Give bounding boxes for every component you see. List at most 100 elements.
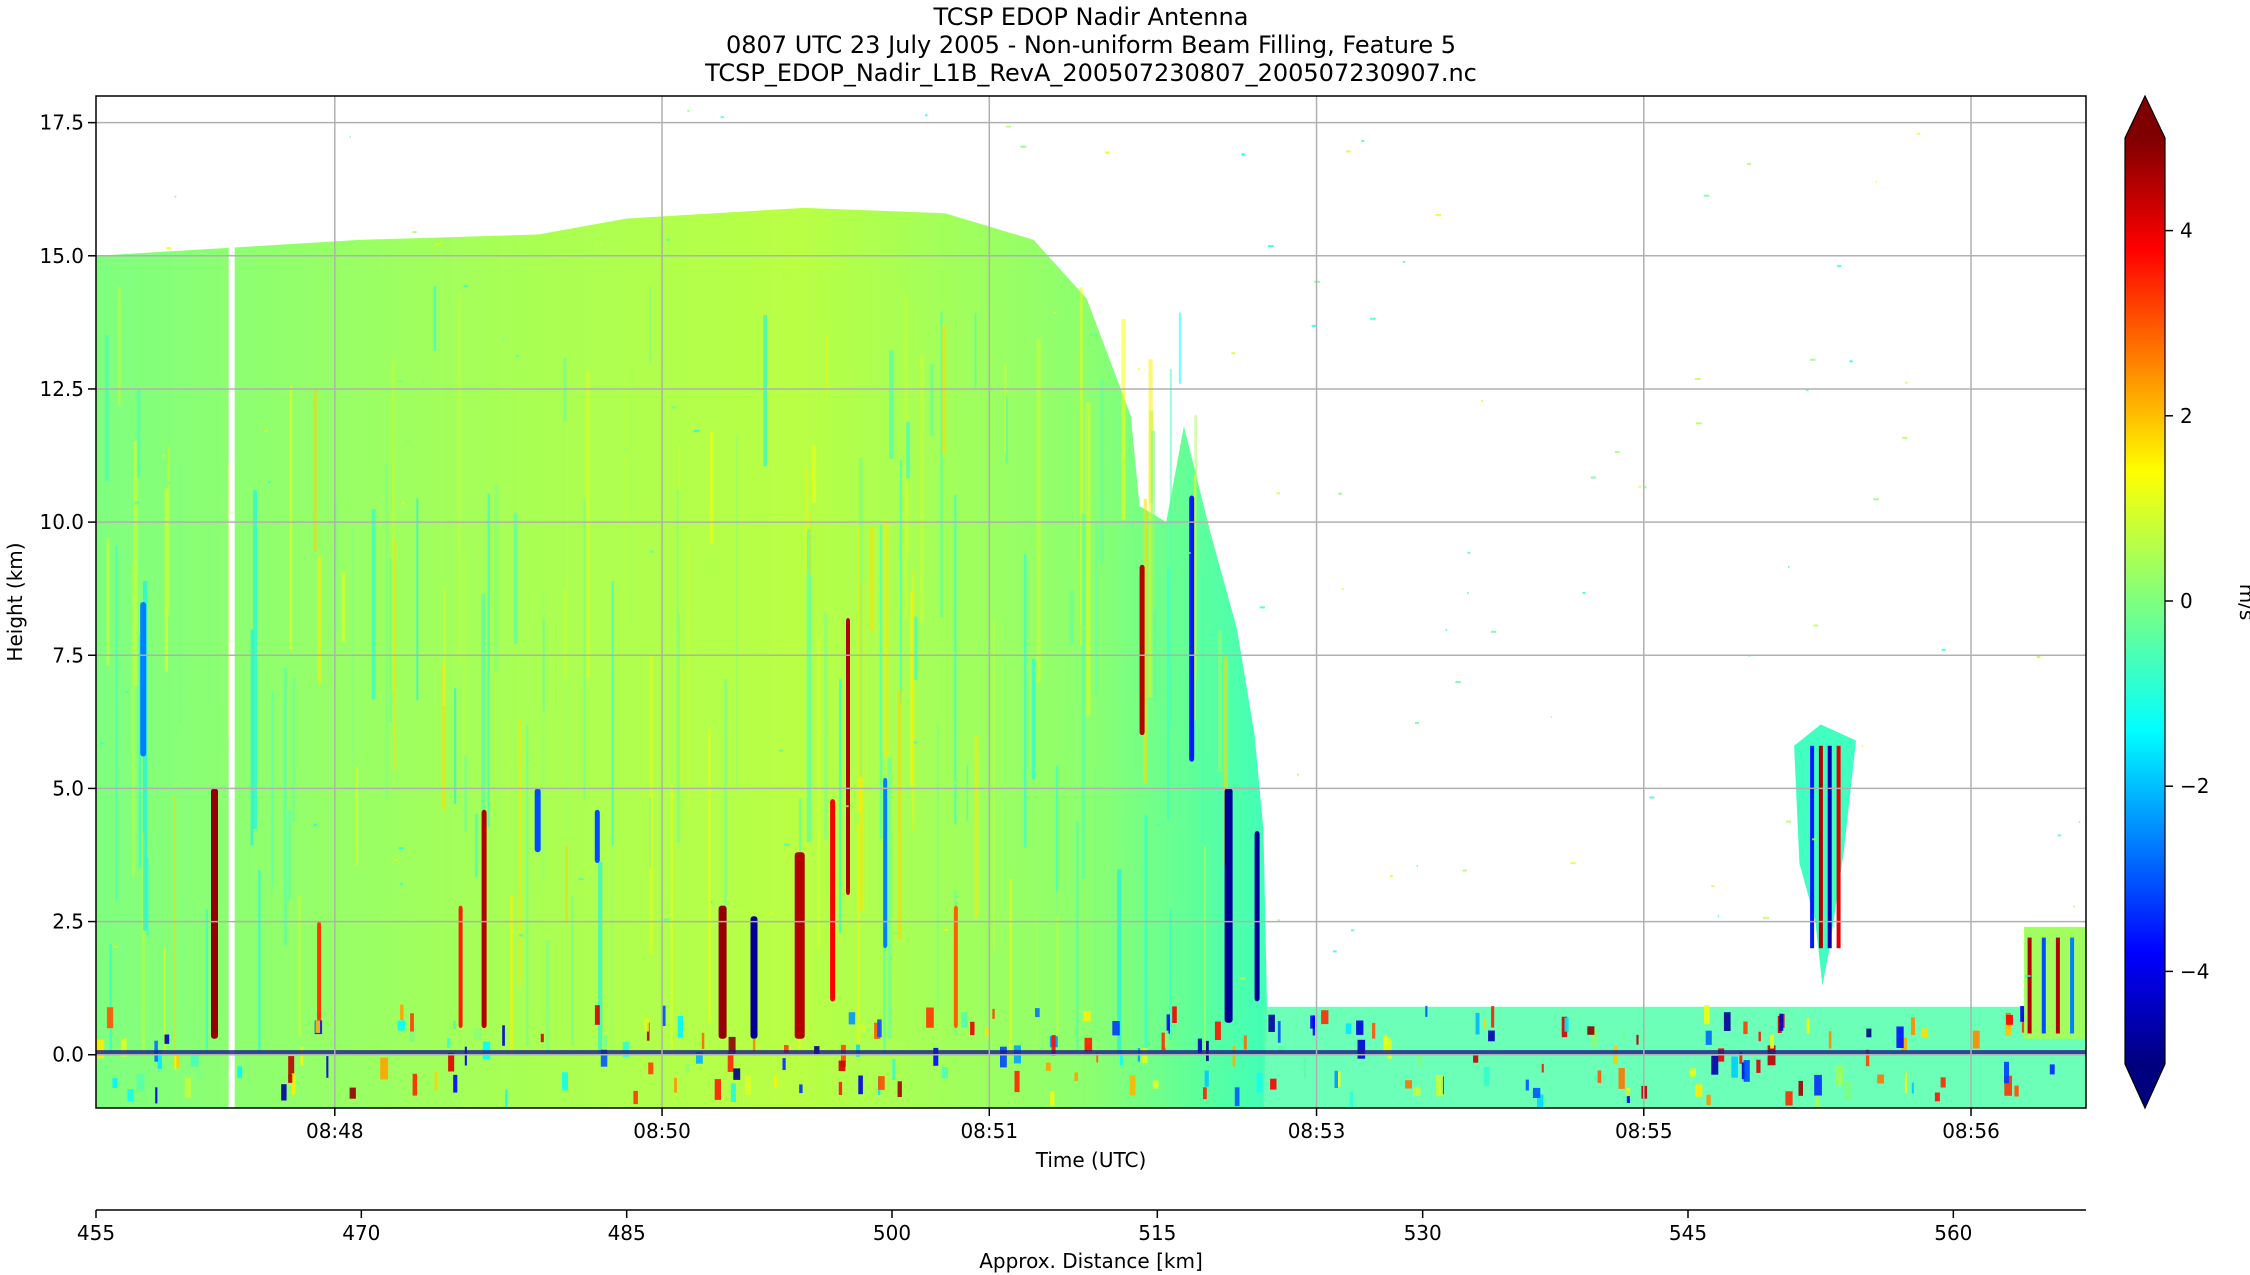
streak-mark: [505, 718, 508, 836]
surface-mark: [1270, 1078, 1277, 1090]
streak-mark: [167, 446, 170, 616]
surface-mark: [190, 1052, 199, 1067]
surface-mark: [1689, 1068, 1696, 1077]
surface-mark: [1779, 1013, 1784, 1031]
surface-mark: [1828, 1031, 1832, 1049]
speckle-mark: [672, 795, 675, 798]
streak-mark: [906, 421, 910, 478]
streak-mark: [823, 612, 828, 840]
grid-lines: [96, 96, 2086, 1108]
surface-mark: [644, 1018, 649, 1032]
speckle-mark: [770, 912, 774, 915]
surface-mark: [1268, 1014, 1275, 1032]
speckle-mark: [135, 631, 141, 634]
streak-mark: [565, 846, 568, 925]
strong-feature-mark: [1224, 788, 1233, 1023]
surface-mark: [1120, 1050, 1123, 1066]
surface-mark: [400, 1004, 404, 1020]
right-cell-stripe: [2055, 937, 2060, 1034]
narrow-cell-stripe: [1818, 745, 1823, 949]
surface-mark: [685, 1063, 690, 1073]
distance-ticks: 455 470 485 500 515 530 545 560: [77, 1210, 1972, 1245]
streak-mark: [1005, 396, 1008, 464]
speckle-mark: [711, 901, 713, 904]
distance-tick-label: 485: [608, 1221, 646, 1245]
strong-feature-mark: [750, 916, 758, 1039]
surface-mark: [173, 1054, 180, 1069]
streak-mark: [906, 483, 910, 554]
streak-mark: [205, 909, 208, 1055]
streak-mark: [142, 833, 145, 1055]
streak-mark: [914, 312, 918, 541]
speckle-mark: [1297, 773, 1299, 776]
speckle-mark: [1810, 358, 1816, 361]
streak-mark: [1084, 406, 1088, 527]
surface-mark: [2014, 1085, 2019, 1097]
surface-mark: [1770, 1034, 1774, 1049]
surface-mark: [380, 1057, 389, 1080]
streak-mark: [1095, 519, 1098, 698]
streak-mark: [271, 691, 274, 888]
streak-mark: [919, 355, 924, 623]
speckle-mark: [663, 918, 669, 921]
streak-mark: [1217, 630, 1222, 773]
surface-mark: [326, 1056, 329, 1078]
streak-mark: [825, 334, 828, 395]
speckle-mark: [2025, 975, 2031, 977]
surface-mark: [1934, 1092, 1940, 1102]
speckle-mark: [1053, 311, 1057, 314]
streak-mark: [1075, 406, 1079, 562]
speckle-mark: [2057, 834, 2062, 837]
x-tick-label: 08:56: [1942, 1119, 2000, 1143]
speckle-mark: [1570, 862, 1576, 865]
speckle-mark: [1861, 745, 1864, 748]
streak-mark: [391, 361, 395, 693]
streak-mark: [1193, 474, 1196, 721]
surface-mark: [1256, 1072, 1263, 1093]
surface-mark: [926, 1007, 934, 1028]
speckle-mark: [166, 247, 172, 249]
right-cell-body: [2024, 926, 2086, 1039]
x-tick-label: 08:53: [1288, 1119, 1346, 1143]
streak-mark: [859, 457, 863, 777]
surface-mark: [1972, 1030, 1980, 1049]
surface-mark: [1814, 1074, 1822, 1096]
speckle-mark: [125, 691, 128, 693]
surface-mark: [662, 1005, 666, 1026]
speckle-mark: [268, 481, 271, 483]
speckle-mark: [1187, 552, 1191, 554]
streak-mark: [565, 617, 570, 829]
streak-mark: [1121, 318, 1126, 520]
speckle-mark: [400, 882, 403, 885]
surface-mark: [933, 1047, 939, 1066]
surface-mark: [1436, 1075, 1444, 1097]
surface-mark: [1336, 1071, 1341, 1087]
surface-mark: [877, 1019, 882, 1038]
streak-mark: [940, 312, 943, 618]
streak-mark: [910, 591, 914, 787]
speckle-mark: [1231, 352, 1235, 355]
streak-mark: [1148, 359, 1153, 698]
streak-mark: [371, 509, 376, 700]
missing-data-gap: [228, 245, 235, 1108]
streak-mark: [610, 837, 614, 1055]
streak-mark: [136, 388, 141, 478]
speckle-mark: [435, 243, 441, 246]
strong-feature-mark: [830, 799, 836, 1002]
strong-feature-mark: [794, 852, 805, 1039]
surface-mark: [696, 1051, 703, 1064]
streak-mark: [457, 292, 462, 664]
surface-mark: [1705, 1030, 1712, 1045]
surface-mark: [733, 1068, 741, 1080]
plot-area: 08:48 08:50 08:51 08:53 08:55 08:56 0.0 2.5 5.0…: [39, 95, 2087, 1143]
speckle-mark: [1787, 565, 1790, 568]
speckle-mark: [893, 932, 898, 935]
surface-mark: [1940, 1077, 1946, 1088]
streak-mark: [912, 570, 915, 831]
speckle-mark: [1176, 821, 1182, 824]
surface-mark: [1334, 1070, 1338, 1088]
streak-mark: [856, 824, 860, 1055]
velocity-heatmap: [96, 109, 2086, 1108]
surface-mark: [752, 1038, 756, 1052]
strong-feature-mark: [953, 905, 958, 1029]
